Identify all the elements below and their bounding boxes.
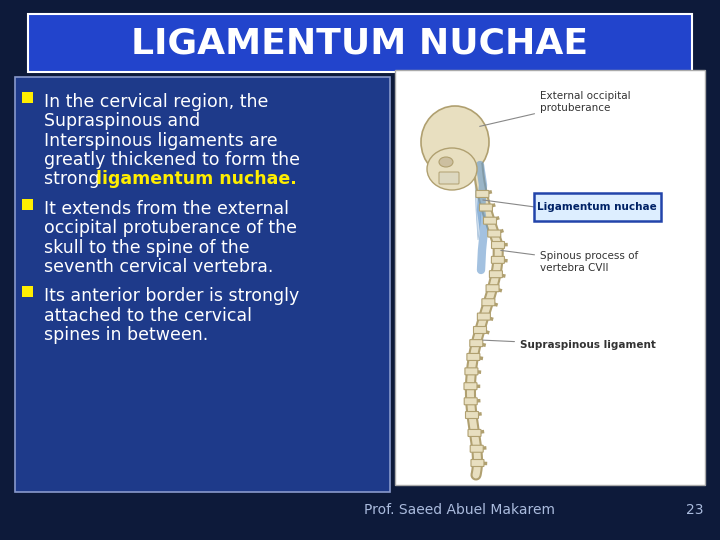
FancyBboxPatch shape xyxy=(467,354,480,361)
Text: strong: strong xyxy=(44,171,105,188)
Text: seventh cervical vertebra.: seventh cervical vertebra. xyxy=(44,258,274,276)
Ellipse shape xyxy=(439,157,453,167)
FancyBboxPatch shape xyxy=(487,230,500,237)
Text: Interspinous ligaments are: Interspinous ligaments are xyxy=(44,132,278,150)
Text: Supraspinous ligament: Supraspinous ligament xyxy=(483,340,656,350)
Text: occipital protuberance of the: occipital protuberance of the xyxy=(44,219,297,237)
FancyBboxPatch shape xyxy=(469,340,483,347)
FancyBboxPatch shape xyxy=(22,92,33,103)
FancyBboxPatch shape xyxy=(490,271,503,278)
Text: greatly thickened to form the: greatly thickened to form the xyxy=(44,151,300,169)
FancyBboxPatch shape xyxy=(476,191,489,198)
FancyBboxPatch shape xyxy=(22,286,33,298)
Text: 23: 23 xyxy=(686,503,703,517)
FancyBboxPatch shape xyxy=(486,285,499,292)
FancyBboxPatch shape xyxy=(464,383,477,390)
Text: In the cervical region, the: In the cervical region, the xyxy=(44,93,269,111)
Text: attached to the cervical: attached to the cervical xyxy=(44,307,252,325)
Text: Its anterior border is strongly: Its anterior border is strongly xyxy=(44,287,300,306)
Ellipse shape xyxy=(421,106,489,178)
FancyBboxPatch shape xyxy=(466,411,479,418)
Text: Supraspinous and: Supraspinous and xyxy=(44,112,200,130)
Text: It extends from the external: It extends from the external xyxy=(44,200,289,218)
FancyBboxPatch shape xyxy=(484,217,497,224)
Text: skull to the spine of the: skull to the spine of the xyxy=(44,239,250,256)
FancyBboxPatch shape xyxy=(15,77,390,492)
FancyBboxPatch shape xyxy=(465,368,478,375)
FancyBboxPatch shape xyxy=(491,256,505,264)
Text: External occipital
protuberance: External occipital protuberance xyxy=(480,91,631,126)
Ellipse shape xyxy=(427,148,477,190)
Text: Prof. Saeed Abuel Makarem: Prof. Saeed Abuel Makarem xyxy=(364,503,556,517)
Polygon shape xyxy=(475,158,482,240)
Text: LIGAMENTUM NUCHAE: LIGAMENTUM NUCHAE xyxy=(132,26,588,60)
FancyBboxPatch shape xyxy=(470,446,483,452)
Text: Spinous process of
vertebra CVII: Spinous process of vertebra CVII xyxy=(500,251,638,273)
FancyBboxPatch shape xyxy=(480,204,492,211)
FancyBboxPatch shape xyxy=(534,193,661,221)
FancyBboxPatch shape xyxy=(22,199,33,210)
FancyBboxPatch shape xyxy=(395,70,705,485)
FancyBboxPatch shape xyxy=(439,172,459,184)
FancyBboxPatch shape xyxy=(28,14,692,72)
FancyBboxPatch shape xyxy=(477,313,490,320)
FancyBboxPatch shape xyxy=(474,327,487,334)
Text: ligamentum nuchae.: ligamentum nuchae. xyxy=(96,171,297,188)
Text: Ligamentum nuchae: Ligamentum nuchae xyxy=(537,202,657,212)
FancyBboxPatch shape xyxy=(468,429,481,436)
FancyBboxPatch shape xyxy=(471,460,484,467)
FancyBboxPatch shape xyxy=(464,398,477,405)
FancyBboxPatch shape xyxy=(492,241,505,248)
FancyBboxPatch shape xyxy=(482,299,495,306)
Text: spines in between.: spines in between. xyxy=(44,326,208,344)
